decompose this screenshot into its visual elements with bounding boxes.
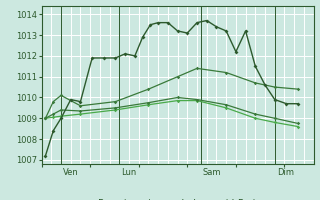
Text: Pression niveau de la mer( hPa ): Pression niveau de la mer( hPa )	[99, 199, 257, 200]
Text: Lun: Lun	[121, 168, 137, 177]
Text: Ven: Ven	[63, 168, 79, 177]
Text: Dim: Dim	[277, 168, 294, 177]
Text: Sam: Sam	[203, 168, 221, 177]
